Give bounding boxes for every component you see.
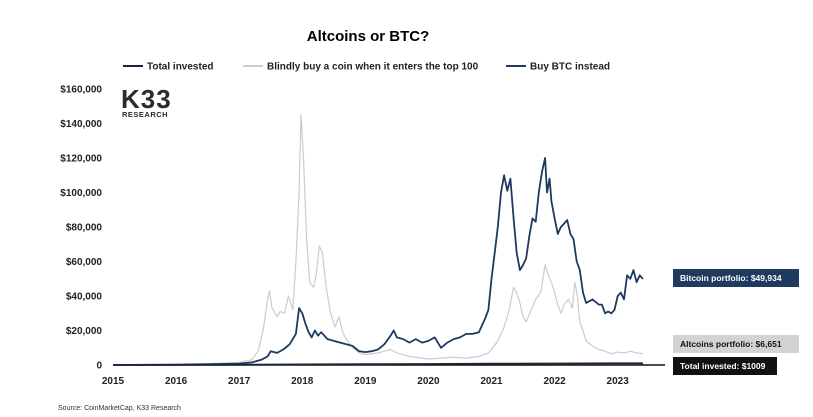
y-tick-label: $60,000 xyxy=(66,257,103,268)
annotation-total-invested: Total invested: $1009 xyxy=(673,357,777,375)
x-axis: 2015 2016 2017 2018 2019 2020 2021 2022 2023 xyxy=(102,364,665,387)
x-tick-label: 2015 xyxy=(102,376,125,387)
series-line-btc xyxy=(112,157,644,366)
x-tick-label: 2020 xyxy=(417,376,440,387)
legend-label-btc: Buy BTC instead xyxy=(530,62,610,73)
y-tick-label: $20,000 xyxy=(66,326,103,337)
x-tick-label: 2019 xyxy=(354,376,377,387)
logo-main: K33 xyxy=(121,84,172,114)
annotation-box xyxy=(673,357,777,375)
x-tick-label: 2021 xyxy=(480,376,503,387)
series-line-total-invested xyxy=(112,362,643,366)
y-tick-label: $40,000 xyxy=(66,292,103,303)
x-tick-label: 2017 xyxy=(228,376,251,387)
annotation-label: Altcoins portfolio: $6,651 xyxy=(680,339,782,349)
y-axis: 0 $20,000 $40,000 $60,000 $80,000 $100,000 $12… xyxy=(60,85,102,372)
y-tick-label: $140,000 xyxy=(60,119,102,130)
x-tick-label: 2018 xyxy=(291,376,314,387)
annotation-altcoins-portfolio: Altcoins portfolio: $6,651 xyxy=(673,335,799,353)
y-tick-label: $100,000 xyxy=(60,188,102,199)
y-tick-label: $160,000 xyxy=(60,85,102,96)
legend-label-altcoins: Blindly buy a coin when it enters the to… xyxy=(267,62,479,73)
legend-label-total-invested: Total invested xyxy=(147,62,214,73)
chart-title: Altcoins or BTC? xyxy=(307,28,430,45)
y-tick-label: $80,000 xyxy=(66,223,103,234)
y-tick-label: 0 xyxy=(96,361,102,372)
annotation-label: Bitcoin portfolio: $49,934 xyxy=(680,273,782,283)
y-tick-label: $120,000 xyxy=(60,154,102,165)
annotation-label: Total invested: $1009 xyxy=(680,361,766,371)
x-tick-label: 2023 xyxy=(607,376,630,387)
annotation-box xyxy=(673,335,799,353)
k33-logo: K33 RESEARCH xyxy=(121,84,172,119)
logo-sub: RESEARCH xyxy=(122,110,168,119)
annotations: Bitcoin portfolio: $49,934 Altcoins portf… xyxy=(673,269,799,375)
legend: Total invested Blindly buy a coin when i… xyxy=(123,62,610,73)
x-tick-label: 2022 xyxy=(543,376,566,387)
source-note: Source: CoinMarketCap, K33 Research xyxy=(58,405,181,412)
annotation-box xyxy=(673,269,799,287)
series-layer xyxy=(112,114,644,366)
x-tick-label: 2016 xyxy=(165,376,188,387)
annotation-bitcoin-portfolio: Bitcoin portfolio: $49,934 xyxy=(673,269,799,287)
series-line-altcoins xyxy=(112,114,643,366)
